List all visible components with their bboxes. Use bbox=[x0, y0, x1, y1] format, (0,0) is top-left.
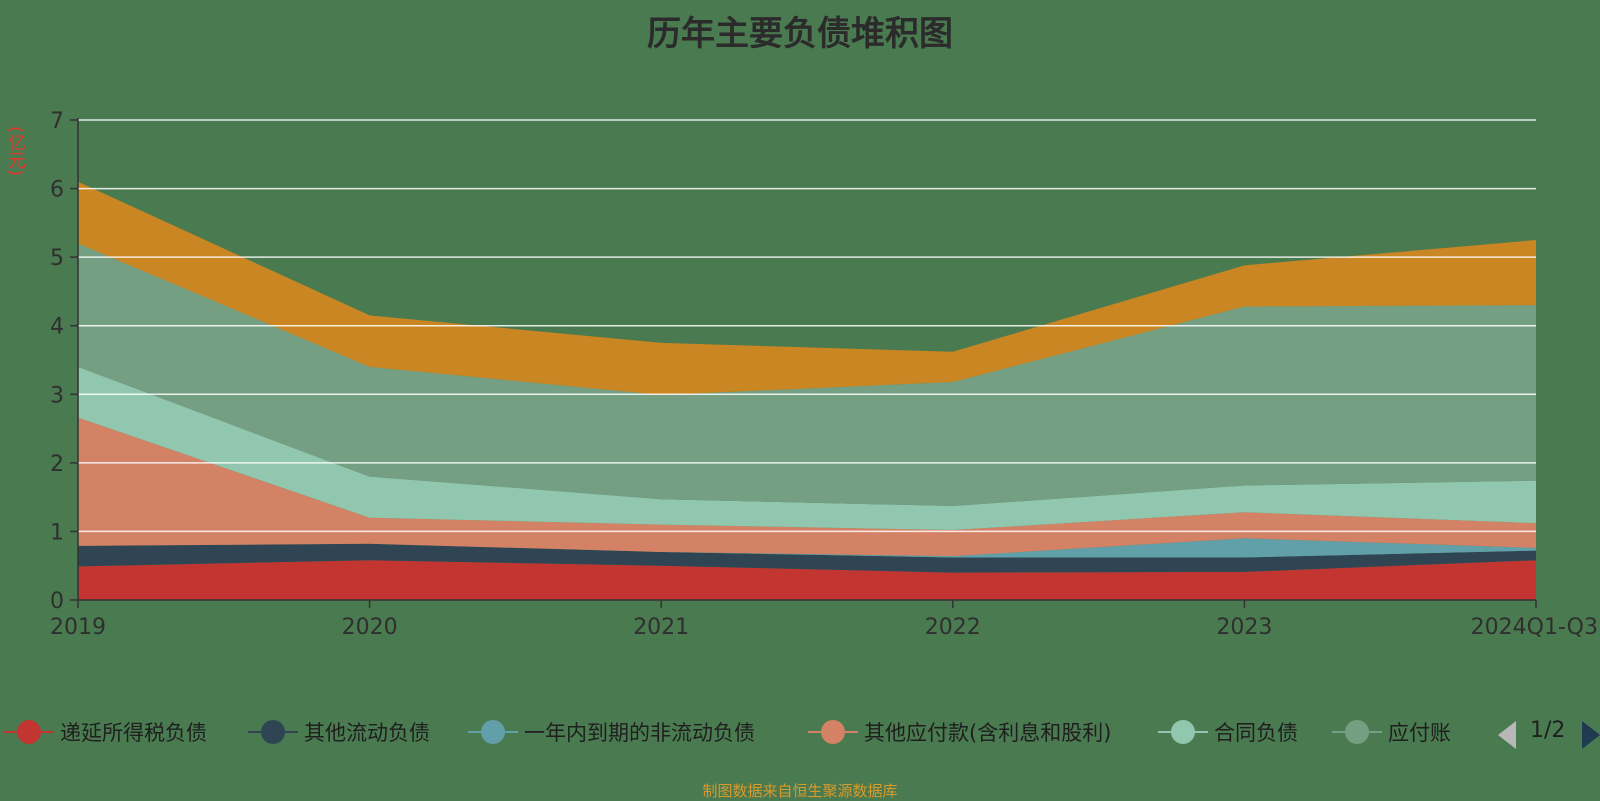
x-tick-label: 2019 bbox=[50, 615, 106, 640]
legend-item-other-payables[interactable]: 其他应付款(含利息和股利) bbox=[808, 712, 1111, 752]
legend-label: 合同负债 bbox=[1214, 721, 1298, 745]
y-tick-label: 2 bbox=[50, 452, 64, 477]
area-series-4 bbox=[78, 366, 1536, 531]
x-tick-label: 2022 bbox=[925, 615, 981, 640]
x-tick-label: 2020 bbox=[342, 615, 398, 640]
legend-label: 其他流动负债 bbox=[304, 721, 430, 745]
legend-page-indicator: 1/2 bbox=[1530, 718, 1566, 743]
legend-label: 应付账 bbox=[1388, 721, 1451, 745]
stacked-area-plot: 0 1 2 3 4 5 6 7 2019 2020 2021 2022 2023 2024Q1-Q3 bbox=[50, 109, 1598, 640]
legend-item-contract[interactable]: 合同负债 bbox=[1158, 712, 1298, 752]
legend-item-current-noncurrent[interactable]: 一年内到期的非流动负债 bbox=[468, 712, 755, 752]
x-tick-label: 2024Q1-Q3 bbox=[1471, 615, 1598, 640]
legend-item-other-current[interactable]: 其他流动负债 bbox=[248, 712, 430, 752]
legend: 递延所得税负债 其他流动负债 一年内到期的非流动负债 其他应付款(含利息和股利)… bbox=[0, 712, 1600, 752]
legend-marker-icon bbox=[468, 719, 518, 745]
legend-prev-page-icon[interactable] bbox=[1498, 721, 1516, 749]
y-tick-label: 7 bbox=[50, 109, 64, 134]
legend-label: 一年内到期的非流动负债 bbox=[524, 721, 755, 745]
y-tick-label: 1 bbox=[50, 520, 64, 545]
y-tick-label: 5 bbox=[50, 246, 64, 271]
chart-title: 历年主要负债堆积图 bbox=[647, 14, 953, 54]
x-tick-label: 2021 bbox=[633, 615, 689, 640]
y-tick-label: 0 bbox=[50, 589, 64, 614]
legend-pager: 1/2 bbox=[1498, 712, 1600, 752]
legend-marker-icon bbox=[4, 719, 54, 745]
legend-marker-icon bbox=[248, 719, 298, 745]
legend-label: 递延所得税负债 bbox=[60, 721, 207, 745]
x-tick-label: 2023 bbox=[1216, 615, 1272, 640]
legend-marker-icon bbox=[1158, 719, 1208, 745]
area-series-2 bbox=[78, 538, 1536, 558]
area-series-6 bbox=[78, 181, 1536, 395]
legend-marker-icon bbox=[808, 719, 858, 745]
y-axis-unit-label: (亿元) bbox=[5, 126, 26, 177]
y-tick-label: 4 bbox=[50, 315, 64, 340]
legend-label: 其他应付款(含利息和股利) bbox=[864, 721, 1112, 745]
legend-item-accounts-payable[interactable]: 应付账 bbox=[1332, 712, 1451, 752]
legend-next-page-icon[interactable] bbox=[1582, 721, 1600, 749]
area-series-5 bbox=[78, 243, 1536, 507]
area-series-1 bbox=[78, 543, 1536, 573]
y-tick-label: 3 bbox=[50, 383, 64, 408]
area-series-0 bbox=[78, 560, 1536, 600]
legend-item-deferred-tax[interactable]: 递延所得税负债 bbox=[4, 712, 207, 752]
y-tick-label: 6 bbox=[50, 178, 64, 203]
source-note: 制图数据来自恒生聚源数据库 bbox=[702, 782, 898, 800]
legend-marker-icon bbox=[1332, 719, 1382, 745]
area-series-3 bbox=[78, 417, 1536, 557]
